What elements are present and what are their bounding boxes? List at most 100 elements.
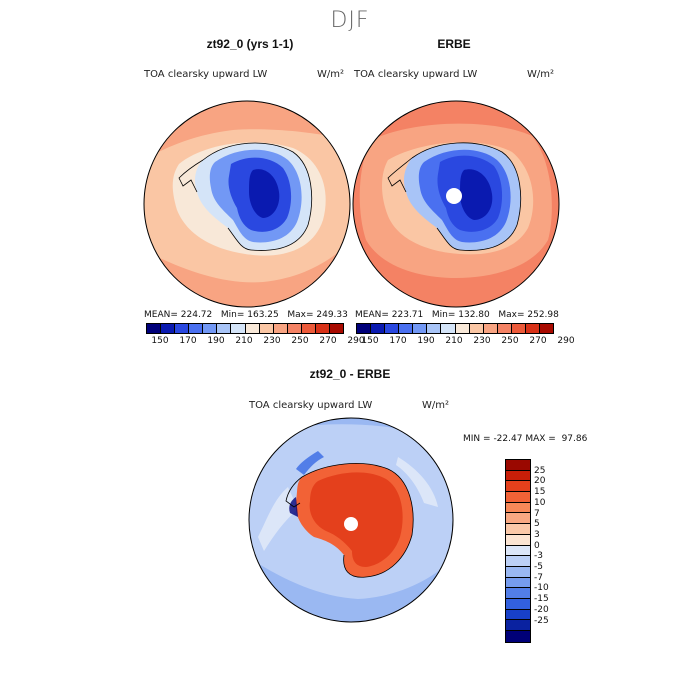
colorbar-swatch [371,324,386,333]
colorbar-swatch [189,324,204,333]
colorbar-tick-label: 270 [529,336,547,346]
colorbar-swatch [506,556,530,567]
colorbar-tick-label: 270 [319,336,337,346]
colorbar-tick-label: -5 [534,562,543,572]
colorbar-swatch [399,324,414,333]
colorbar-swatch [330,324,344,333]
colorbar-swatch [506,631,530,642]
colorbar-swatch [385,324,400,333]
colorbar-tick-label: -25 [534,615,549,626]
diff-colorbar [505,459,531,643]
colorbar-tick-label: 150 [151,336,169,346]
right-min-value: 132.80 [458,310,490,320]
diff-colorbar-ticks: 25 20 15 10 7 5 3 0 -3 -5 -7 -10 -15 -20 -25 [534,459,574,644]
colorbar-tick-label: 150 [361,336,379,346]
colorbar-swatch [497,324,512,333]
colorbar-swatch [231,324,246,333]
right-panel-title: ERBE [437,37,471,51]
colorbar-tick-label: 190 [417,336,435,346]
colorbar-swatch [506,545,530,557]
colorbar-swatch [315,324,331,333]
colorbar-swatch [506,481,530,493]
colorbar-swatch [287,324,302,333]
left-colorbar [146,323,344,334]
colorbar-swatch [506,534,530,546]
colorbar-tick-label: 170 [389,336,407,346]
colorbar-swatch [506,609,530,621]
colorbar-swatch [203,324,218,333]
colorbar-swatch [441,324,456,333]
colorbar-tick-label: 210 [445,336,463,346]
right-max-label: Max= [498,310,525,320]
right-panel-stats: MEAN= 223.71 Min= 132.80 Max= 252.98 [355,310,559,320]
right-panel-variable: TOA clearsky upward LW [354,69,478,80]
colorbar-swatch [413,324,428,333]
colorbar-swatch [357,324,372,333]
left-max-label: Max= [287,310,314,320]
colorbar-swatch [506,470,530,482]
colorbar-tick-label: -15 [534,594,549,605]
colorbar-tick-label: 7 [534,508,540,519]
diff-max-label: MAX = [525,434,556,444]
left-panel-units: W/m² [317,69,345,80]
colorbar-swatch [506,620,530,631]
right-polar-map [352,100,560,308]
colorbar-tick-label: 0 [534,540,540,551]
colorbar-swatch [506,566,530,578]
diff-panel-variable: TOA clearsky upward LW [249,400,373,411]
right-mean-label: MEAN= [355,310,389,320]
colorbar-tick-label: 170 [179,336,197,346]
colorbar-swatch [161,324,176,333]
colorbar-tick-label: -20 [534,604,549,615]
left-panel-title: zt92_0 (yrs 1-1) [206,37,294,51]
colorbar-swatch [245,324,260,333]
diff-polar-map [248,417,454,623]
colorbar-tick-label: -3 [534,551,543,562]
colorbar-swatch [259,324,274,333]
colorbar-tick-label: 250 [291,336,309,346]
colorbar-swatch [175,324,190,333]
left-panel-stats: MEAN= 224.72 Min= 163.25 Max= 249.33 [144,310,348,320]
colorbar-swatch [455,324,470,333]
colorbar-tick-label: 290 [557,336,575,346]
colorbar-swatch [511,324,526,333]
colorbar-swatch [540,324,554,333]
colorbar-swatch [469,324,484,333]
colorbar-swatch [506,513,530,525]
colorbar-swatch [506,598,530,610]
colorbar-tick-label: 230 [473,336,491,346]
right-panel-units: W/m² [527,69,555,80]
colorbar-tick-label: 10 [534,497,546,508]
right-min-label: Min= [431,310,456,320]
diff-minmax: MIN = -22.47 MAX = 97.86 [463,434,587,444]
colorbar-swatch [301,324,316,333]
colorbar-swatch [506,460,530,471]
colorbar-swatch [217,324,232,333]
colorbar-tick-label: 230 [263,336,281,346]
right-mean-value: 223.71 [391,310,424,320]
diff-panel-units: W/m² [422,400,450,411]
diff-min-label: MIN = [463,434,491,444]
right-colorbar [356,323,554,334]
colorbar-tick-label: -7 [534,572,543,583]
left-min-value: 163.25 [247,310,279,320]
colorbar-swatch [506,492,530,503]
left-mean-label: MEAN= [144,310,178,320]
colorbar-swatch [506,502,530,514]
diff-panel-title: zt92_0 - ERBE [309,367,391,381]
left-mean-value: 224.72 [180,310,213,320]
colorbar-tick-label: 210 [235,336,253,346]
colorbar-swatch [506,588,530,599]
colorbar-tick-label: 25 [534,465,546,476]
left-polar-map [143,100,351,308]
diff-max-value: 97.86 [561,434,588,444]
left-max-value: 249.33 [316,310,348,320]
colorbar-swatch [525,324,541,333]
season-title: DJF [330,8,370,33]
colorbar-swatch [273,324,288,333]
colorbar-tick-label: 190 [207,336,225,346]
left-panel-variable: TOA clearsky upward LW [144,69,268,80]
left-min-label: Min= [220,310,245,320]
right-max-value: 252.98 [527,310,559,320]
colorbar-swatch [483,324,498,333]
